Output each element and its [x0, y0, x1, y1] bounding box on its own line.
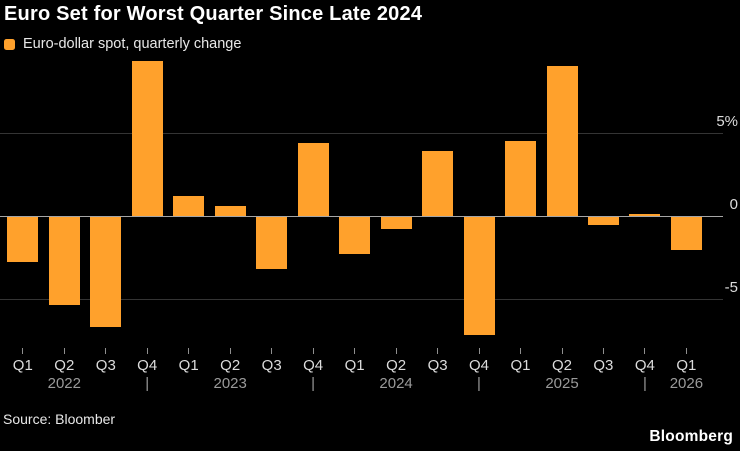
x-tick-q3-2022 — [105, 348, 107, 354]
x-label-q4-2022: Q4 — [137, 357, 158, 374]
gridline-0 — [0, 216, 723, 217]
bar-q4-2023 — [297, 142, 329, 216]
x-label-year-2025: 2025 — [545, 375, 579, 392]
bar-q2-2024 — [380, 217, 412, 229]
y-axis-label-0: 0 — [729, 196, 738, 213]
bar-q4-2022 — [131, 61, 163, 216]
x-label-year-2023: 2023 — [213, 375, 247, 392]
bar-q3-2023 — [256, 217, 288, 269]
legend: Euro-dollar spot, quarterly change — [4, 36, 241, 52]
x-tick-q2-2024 — [395, 348, 397, 354]
x-tick-q4-2023 — [312, 348, 314, 354]
x-tick-q1-2022 — [22, 348, 24, 354]
x-label-q2-2025: Q2 — [551, 357, 572, 374]
y-axis-label-5: 5% — [716, 113, 738, 130]
bloomberg-logo: Bloomberg — [649, 428, 733, 445]
x-tick-q2-2023 — [229, 348, 231, 354]
bar-q4-2024 — [463, 217, 495, 336]
x-year-separator: | — [311, 375, 316, 392]
x-tick-q1-2023 — [188, 348, 190, 354]
bar-q3-2022 — [90, 217, 122, 327]
x-label-q1-2025: Q1 — [510, 357, 531, 374]
x-year-separator: | — [642, 375, 647, 392]
y-axis-label--5: -5 — [724, 279, 738, 296]
bar-q3-2024 — [422, 151, 454, 216]
x-year-separator: | — [145, 375, 150, 392]
gridline--5 — [0, 299, 723, 300]
x-label-q4-2025: Q4 — [634, 357, 655, 374]
x-tick-q3-2025 — [602, 348, 604, 354]
x-label-q1-2026: Q1 — [676, 357, 697, 374]
bar-q2-2022 — [48, 217, 80, 306]
bar-q2-2023 — [214, 206, 246, 216]
x-label-q4-2023: Q4 — [303, 357, 324, 374]
x-tick-q1-2024 — [354, 348, 356, 354]
x-label-q3-2023: Q3 — [261, 357, 282, 374]
x-label-q3-2025: Q3 — [593, 357, 614, 374]
x-tick-q4-2025 — [644, 348, 646, 354]
source-note: Source: Bloomber — [3, 411, 116, 427]
x-label-year-2022: 2022 — [47, 375, 81, 392]
x-label-q2-2022: Q2 — [54, 357, 75, 374]
bar-q1-2022 — [7, 217, 39, 262]
x-label-q1-2023: Q1 — [178, 357, 199, 374]
chart-title: Euro Set for Worst Quarter Since Late 20… — [4, 3, 423, 25]
gridline-5 — [0, 133, 723, 134]
legend-label: Euro-dollar spot, quarterly change — [23, 36, 242, 52]
bar-q1-2023 — [173, 196, 205, 216]
x-tick-q1-2025 — [520, 348, 521, 354]
bar-q4-2025 — [629, 213, 661, 216]
x-tick-q4-2022 — [146, 348, 148, 354]
x-tick-q2-2022 — [63, 348, 65, 354]
legend-swatch — [4, 38, 15, 50]
x-year-separator: | — [477, 375, 481, 392]
x-label-q3-2022: Q3 — [95, 357, 116, 374]
bar-q1-2024 — [339, 217, 371, 254]
x-label-q4-2024: Q4 — [468, 357, 489, 374]
x-label-year-2026: 2026 — [669, 375, 704, 392]
x-label-q2-2023: Q2 — [220, 357, 241, 374]
x-label-q1-2024: Q1 — [344, 357, 365, 374]
x-tick-q3-2024 — [437, 348, 439, 354]
bar-q1-2026 — [670, 217, 702, 251]
x-label-q2-2024: Q2 — [386, 357, 407, 374]
bar-q1-2025 — [505, 141, 536, 216]
x-tick-q1-2026 — [685, 348, 687, 354]
bar-q3-2025 — [587, 217, 619, 226]
x-label-q3-2024: Q3 — [427, 357, 448, 374]
x-tick-q4-2024 — [478, 348, 480, 354]
x-tick-q3-2023 — [271, 348, 273, 354]
x-label-q1-2022: Q1 — [12, 357, 33, 374]
bar-q2-2025 — [546, 66, 578, 216]
x-tick-q2-2025 — [561, 348, 563, 354]
x-label-year-2024: 2024 — [379, 375, 413, 392]
